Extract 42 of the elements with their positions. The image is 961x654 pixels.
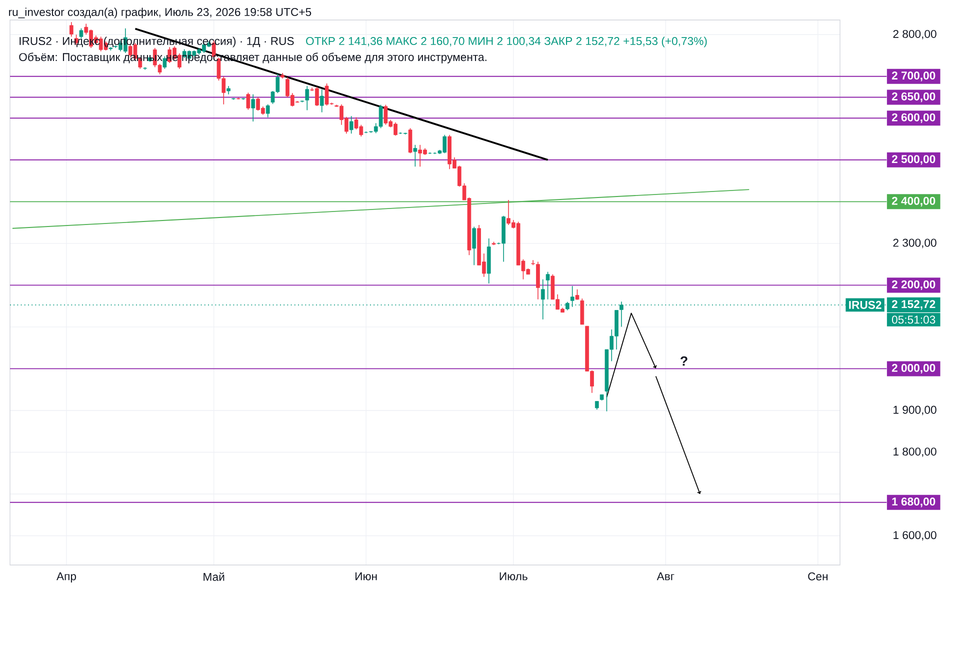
candlestick: [575, 288, 580, 300]
candlestick: [408, 128, 412, 154]
ref-line-label: 2 650,00: [892, 92, 936, 102]
y-tick-label: 1 800,00: [894, 448, 936, 457]
y-tick-label: 2 300,00: [893, 238, 936, 248]
candlestick: [69, 22, 74, 38]
candlestick: [531, 260, 535, 266]
x-tick-label: Июн: [356, 572, 377, 580]
ref-line-label: 2 152,72: [892, 300, 936, 310]
candlestick: [305, 86, 310, 111]
candlestick: [320, 88, 324, 113]
ref-line-label: 2 400,00: [892, 196, 936, 206]
x-tick-label: Май: [204, 572, 224, 581]
candlestick: [246, 92, 250, 110]
text: ru_investor создал(а) график, Июль 23, 2026 19:58 UTC+5: [9, 8, 312, 18]
ref-line-label: 2 600,00: [892, 113, 936, 123]
x-tick-label: Авг: [656, 572, 674, 580]
text: 05:51:03: [892, 316, 936, 324]
x-tick-label: Июль: [500, 572, 528, 580]
candlestick: [349, 116, 354, 134]
ref-line-label: 2 200,00: [892, 280, 936, 290]
x-tick-label: Апр: [56, 572, 76, 583]
annotation: ?: [680, 356, 688, 366]
candlestick: [580, 298, 584, 325]
y-tick-label: 1 600,00: [894, 531, 936, 540]
candlestick: [162, 56, 167, 70]
candlestick: [413, 144, 418, 167]
text: ОТКР 2 141,36 МАКС 2 160,70 МИН 2 100,34 ЗАКР 2 152,72 +15,53 (+0,73%): [306, 36, 707, 48]
ref-line-label: 2 500,00: [892, 155, 936, 165]
y-tick-label: 2 800,00: [893, 30, 936, 40]
candlestick: [540, 278, 545, 320]
text: IRUS2: [849, 300, 882, 309]
candlestick: [266, 104, 270, 118]
ref-line-label: 2 700,00: [892, 72, 936, 82]
candlestick: [251, 94, 256, 122]
candlestick: [546, 271, 550, 300]
y-tick-label: 1 900,00: [894, 406, 936, 416]
ref-line-label: 1 680,00: [892, 498, 936, 508]
candlestick: [536, 261, 540, 300]
candlestick: [472, 226, 476, 266]
ref-line-label: 2 000,00: [892, 364, 936, 374]
x-tick-label: Сен: [808, 572, 828, 580]
